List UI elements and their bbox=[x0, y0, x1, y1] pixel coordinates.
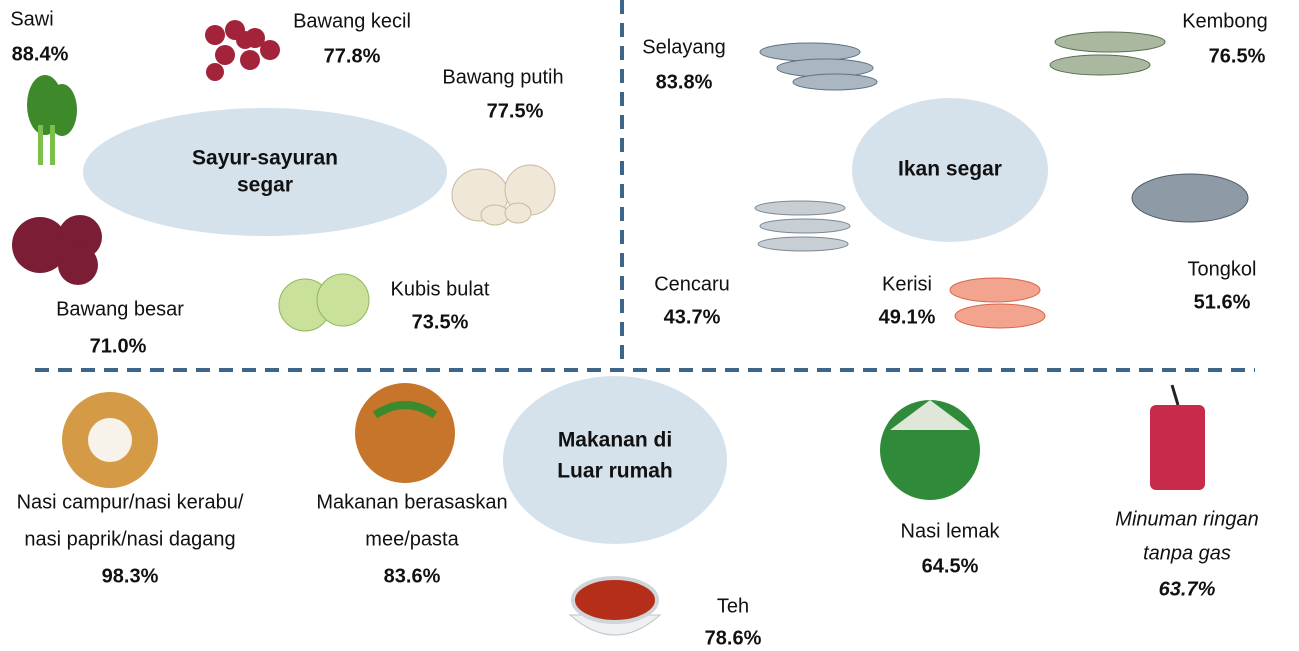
fish bbox=[1132, 174, 1248, 222]
item-value: 83.6% bbox=[384, 565, 441, 587]
item-label: Minuman ringan bbox=[1115, 508, 1258, 530]
item-value: 76.5% bbox=[1209, 45, 1266, 67]
item-label: tanpa gas bbox=[1143, 542, 1231, 564]
item-value: 51.6% bbox=[1194, 291, 1251, 313]
item-value: 77.5% bbox=[487, 100, 544, 122]
section-bubble bbox=[83, 108, 447, 236]
item-value: 77.8% bbox=[324, 45, 381, 67]
item-label: Nasi lemak bbox=[901, 520, 1001, 542]
item-label: Kubis bulat bbox=[391, 278, 490, 300]
item-label: Cencaru bbox=[654, 273, 730, 295]
item-label: Sawi bbox=[10, 8, 53, 30]
item-value: 83.8% bbox=[656, 71, 713, 93]
item-label: Makanan berasaskan bbox=[316, 491, 507, 513]
section-title: Luar rumah bbox=[557, 460, 673, 483]
item-value: 98.3% bbox=[102, 565, 159, 587]
item-value: 78.6% bbox=[705, 627, 762, 649]
item-label: Kembong bbox=[1182, 10, 1268, 32]
section-title: segar bbox=[237, 174, 293, 197]
item-label: Bawang kecil bbox=[293, 10, 411, 32]
item-value: 88.4% bbox=[12, 43, 69, 65]
item-label: Bawang besar bbox=[56, 298, 184, 320]
item-value: 73.5% bbox=[412, 311, 469, 333]
section-title: Makanan di bbox=[558, 429, 672, 452]
item-label: Tongkol bbox=[1188, 258, 1257, 280]
infographic: Sayur-sayuran segar Ikan segar Makanan d… bbox=[0, 0, 1299, 651]
item-label: Bawang putih bbox=[442, 66, 563, 88]
item-value: 63.7% bbox=[1159, 578, 1216, 600]
item-label: Selayang bbox=[642, 36, 725, 58]
item-value: 43.7% bbox=[664, 306, 721, 328]
item-value: 49.1% bbox=[879, 306, 936, 328]
item-label: nasi paprik/nasi dagang bbox=[24, 528, 235, 550]
item-value: 64.5% bbox=[922, 555, 979, 577]
item-label: Nasi campur/nasi kerabu/ bbox=[17, 491, 244, 513]
item-label: mee/pasta bbox=[365, 528, 459, 550]
section-title: Sayur-sayuran bbox=[192, 147, 338, 170]
item-value: 71.0% bbox=[90, 335, 147, 357]
section-title: Ikan segar bbox=[898, 158, 1002, 181]
item-label: Kerisi bbox=[882, 273, 932, 295]
item-label: Teh bbox=[717, 595, 749, 617]
